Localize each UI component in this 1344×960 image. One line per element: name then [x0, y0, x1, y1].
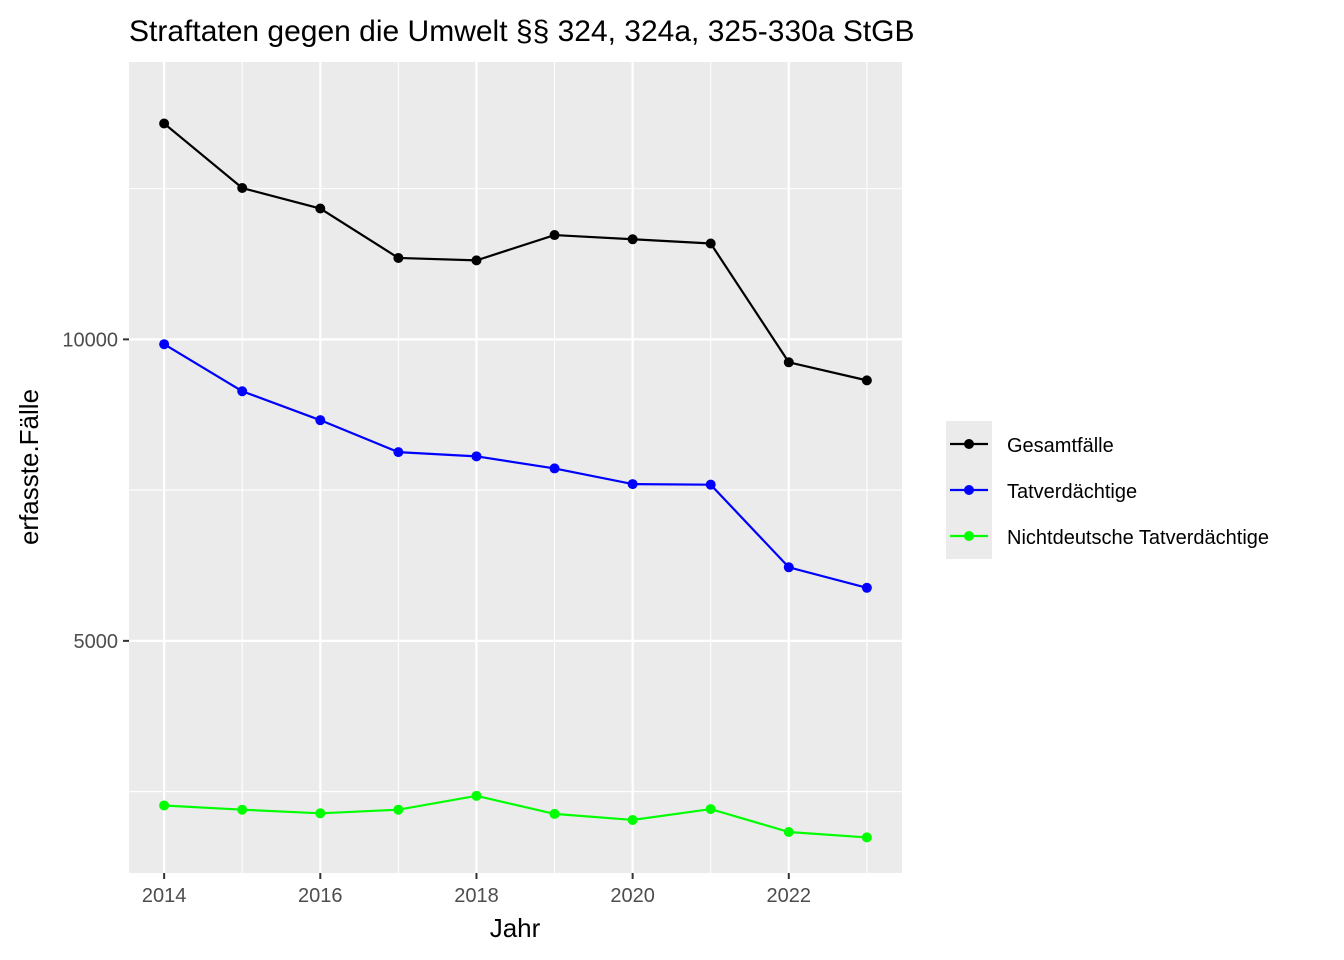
data-point: [237, 804, 248, 815]
series-line: [164, 794, 867, 839]
x-axis-title: Jahr: [490, 913, 541, 943]
data-point: [393, 252, 404, 263]
data-point: [627, 234, 638, 245]
series-line: [163, 122, 868, 382]
data-point: [783, 357, 794, 368]
data-point: [159, 118, 170, 129]
data-point: [783, 562, 794, 573]
series-2: [159, 339, 872, 593]
legend: Gesamtfälle Tatverdächtige Nichtdeutsche T…: [950, 435, 1269, 549]
data-point: [861, 582, 872, 593]
data-point: [627, 479, 638, 490]
data-point: [315, 415, 326, 426]
x-axis: 2014 2016 2018 2020 2022: [142, 873, 811, 907]
y-axis: 5000 10000: [62, 329, 129, 653]
legend-item: Nichtdeutsche Tatverdächtige: [950, 527, 1269, 549]
data-point: [315, 808, 326, 819]
data-point: [237, 386, 248, 397]
data-point: [861, 832, 872, 843]
data-point: [159, 339, 170, 350]
series-1: [159, 118, 872, 386]
series-line: [163, 343, 868, 589]
series-3: [159, 790, 872, 843]
data-point: [705, 479, 716, 490]
legend-label: Nichtdeutsche Tatverdächtige: [1007, 527, 1269, 549]
data-point: [315, 203, 326, 214]
plot-panel: [129, 62, 902, 873]
data-point: [237, 183, 248, 194]
data-point: [471, 451, 482, 462]
chart-title: Straftaten gegen die Umwelt §§ 324, 324a…: [129, 15, 915, 48]
legend-label: Tatverdächtige: [1007, 481, 1137, 503]
x-tick-label: 2020: [610, 885, 655, 907]
legend-key-point: [964, 531, 974, 541]
legend-item: Tatverdächtige: [950, 481, 1137, 503]
legend-item: Gesamtfälle: [950, 435, 1114, 457]
data-point: [471, 255, 482, 266]
x-tick-label: 2022: [767, 885, 812, 907]
data-point: [783, 826, 794, 837]
data-point: [471, 790, 482, 801]
data-point: [861, 375, 872, 386]
legend-key-point: [964, 485, 974, 495]
legend-key-point: [964, 439, 974, 449]
y-tick-label: 10000: [62, 329, 118, 351]
data-point: [705, 238, 716, 249]
data-point: [549, 808, 560, 819]
data-point: [627, 814, 638, 825]
x-tick-label: 2018: [454, 885, 499, 907]
x-tick-label: 2014: [142, 885, 187, 907]
data-point: [393, 804, 404, 815]
y-axis-title: erfasste.Fälle: [14, 389, 44, 545]
series-layer: [159, 118, 872, 843]
data-point: [159, 800, 170, 811]
legend-label: Gesamtfälle: [1007, 435, 1114, 457]
data-point: [549, 463, 560, 474]
x-tick-label: 2016: [298, 885, 343, 907]
data-point: [549, 230, 560, 241]
y-tick-label: 5000: [74, 631, 119, 653]
data-point: [393, 447, 404, 458]
major-gridlines: [129, 62, 902, 873]
data-point: [705, 804, 716, 815]
